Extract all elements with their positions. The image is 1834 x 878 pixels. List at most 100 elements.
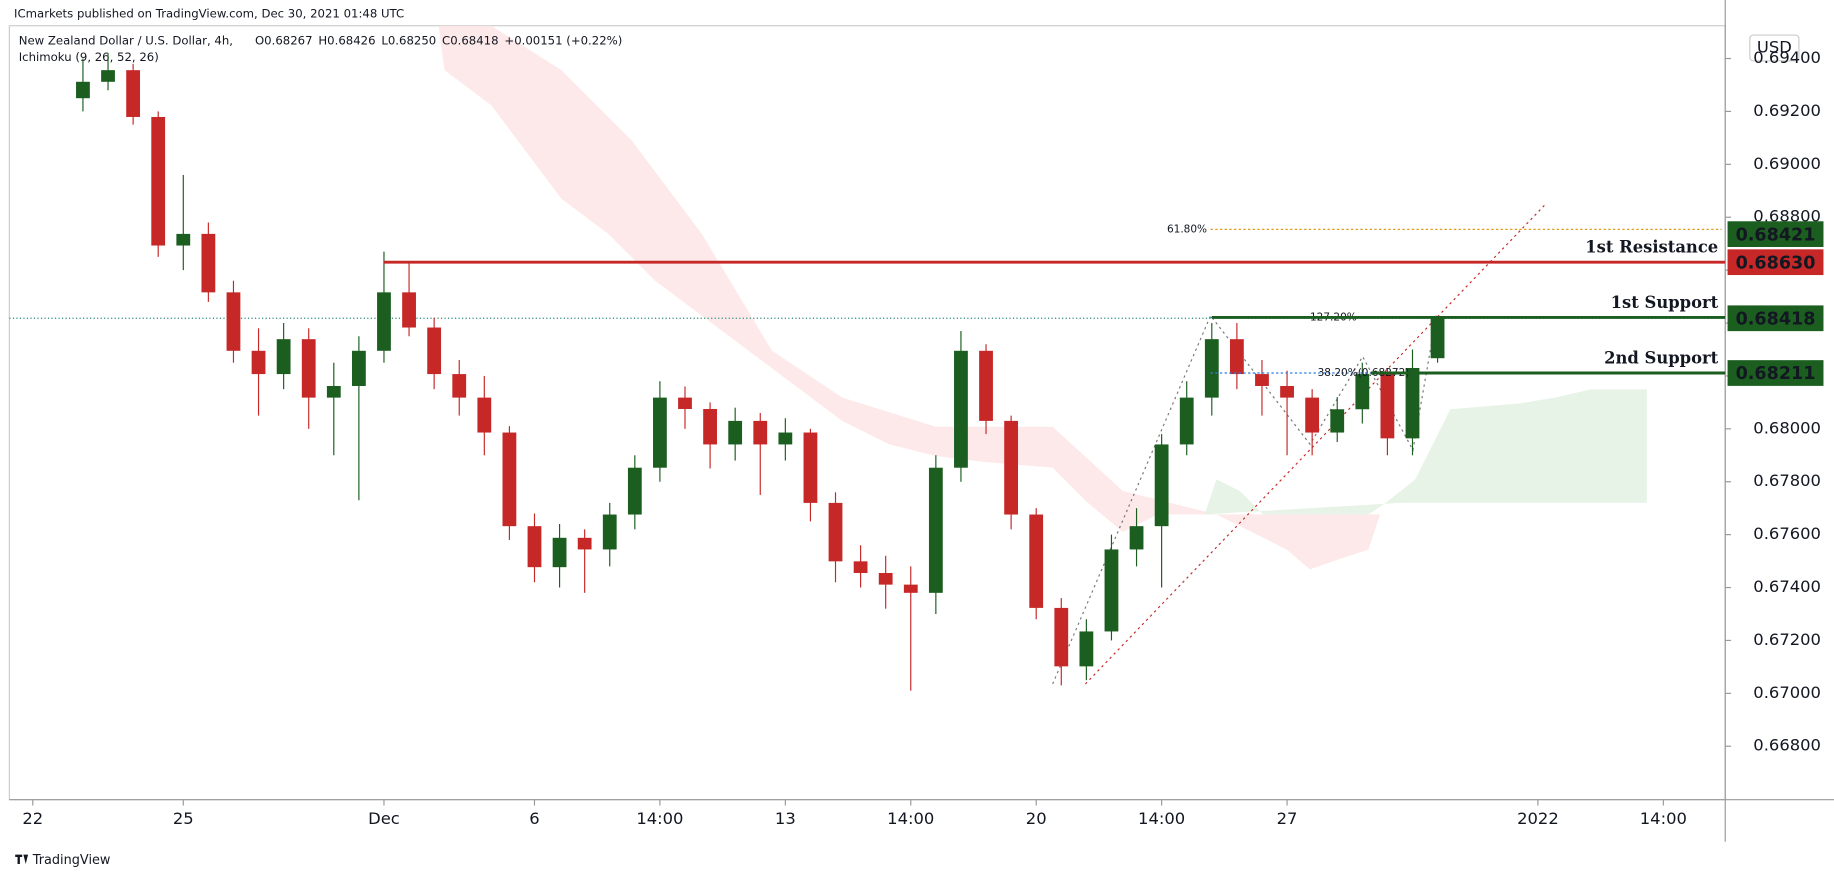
symbol: New Zealand Dollar / U.S. Dollar, 4h, [19, 33, 233, 47]
candle-body [1280, 385, 1294, 398]
candle-body [853, 561, 868, 573]
x-tick-label: Dec [368, 809, 400, 828]
candle-body [276, 339, 291, 375]
price-box [1727, 249, 1824, 276]
candle-body [301, 339, 316, 398]
candle-body [1204, 339, 1219, 398]
candle-body [828, 502, 843, 562]
x-tick-label: 27 [1277, 809, 1298, 828]
price-box-label: 0.68418 [1736, 309, 1816, 329]
candle-body [477, 397, 492, 433]
candle-body [1355, 374, 1370, 410]
candle-body [1305, 397, 1320, 433]
y-tick-label: 0.69200 [1753, 101, 1821, 120]
x-tick-label: 22 [22, 809, 43, 828]
candle-body [101, 70, 115, 82]
level-name: 1st Resistance [1585, 238, 1718, 257]
level-name: 1st Support [1611, 293, 1719, 312]
candle-body [527, 526, 542, 568]
candle-body [452, 374, 467, 398]
candle-body [979, 350, 993, 421]
price-box [1727, 360, 1824, 386]
publisher: ICmarkets published on TradingView.com, … [14, 7, 404, 21]
candle-body [954, 350, 968, 468]
indicator: Ichimoku (9, 26, 52, 26) [19, 50, 159, 64]
candle-body [76, 81, 90, 99]
candle-body [326, 385, 341, 398]
x-tick-label: 14:00 [1138, 809, 1185, 828]
candle-body [552, 537, 567, 568]
candle-body [1255, 374, 1269, 386]
x-tick-label: 2022 [1517, 809, 1559, 828]
candle-body [577, 537, 592, 550]
y-tick-label: 0.68000 [1753, 418, 1821, 437]
candle-body [1054, 607, 1069, 667]
y-tick-label: 0.69000 [1753, 154, 1821, 173]
x-tick-label: 20 [1026, 809, 1047, 828]
candle-body [627, 467, 642, 515]
candle-body [377, 292, 391, 351]
y-tick-label: 0.67400 [1753, 577, 1821, 596]
candle-body [1029, 514, 1044, 608]
fib-label: 38.20%(0.68272) [1318, 367, 1410, 379]
candle-body [201, 233, 216, 293]
candle-body [1154, 444, 1169, 527]
currency-box[interactable] [1749, 34, 1800, 62]
level-name: 2nd Support [1604, 348, 1719, 367]
candle-body [1004, 420, 1019, 515]
y-tick-label: 0.69400 [1753, 48, 1821, 67]
candle-body [1430, 318, 1445, 359]
candle-body [928, 467, 943, 593]
y-tick-label: 0.66800 [1753, 736, 1821, 755]
candle-body [1079, 631, 1094, 667]
cloud-bullish [1204, 389, 1647, 515]
candle-body [226, 292, 241, 351]
candle-body [427, 327, 442, 375]
candle-body [126, 70, 141, 117]
candle-body [502, 432, 517, 527]
candle-body [678, 397, 692, 409]
cloud-bearish [364, 25, 1381, 570]
price-box [1727, 221, 1824, 247]
candle-body [1229, 339, 1244, 375]
candle-body [778, 432, 793, 445]
candle-body [903, 584, 918, 593]
header-ohlc: H0.68426 [318, 33, 375, 47]
y-tick-label: 0.67600 [1753, 524, 1821, 543]
candle-body [1380, 374, 1395, 439]
candle-body [1405, 367, 1420, 439]
candle-body [151, 116, 166, 246]
y-tick-label: 0.67000 [1753, 683, 1821, 702]
candle-body [753, 420, 768, 445]
x-tick-label: 14:00 [1640, 809, 1687, 828]
x-tick-label: 13 [775, 809, 796, 828]
currency[interactable]: USD [1757, 37, 1792, 56]
candle-body [803, 432, 818, 503]
price-box-label: 0.68211 [1736, 364, 1816, 384]
header-ohlc: O0.68267 [255, 33, 313, 47]
y-tick-label: 0.67800 [1753, 471, 1821, 490]
fib-label: 61.80% [1167, 223, 1207, 235]
price-box [1727, 305, 1824, 332]
x-tick-label: 25 [173, 809, 194, 828]
candle-body [1330, 409, 1345, 433]
candle-body [1179, 397, 1194, 445]
header-ohlc: +0.00151 (+0.22%) [504, 33, 622, 47]
header-ohlc: C0.68418 [442, 33, 499, 47]
candle-body [653, 397, 667, 468]
candle-body [602, 514, 617, 550]
candle-body [728, 420, 743, 445]
x-tick-label: 6 [529, 809, 539, 828]
header-ohlc: L0.68250 [381, 33, 436, 47]
price-box-label: 0.68630 [1736, 253, 1816, 273]
price-box-label: 0.68421 [1736, 225, 1816, 245]
candle-body [251, 350, 266, 375]
candle-body [1129, 526, 1144, 550]
x-tick-label: 14:00 [636, 809, 683, 828]
candle-body [878, 572, 893, 585]
pattern-line [1052, 314, 1437, 685]
candle-body [402, 292, 416, 328]
candle-body [351, 350, 366, 386]
